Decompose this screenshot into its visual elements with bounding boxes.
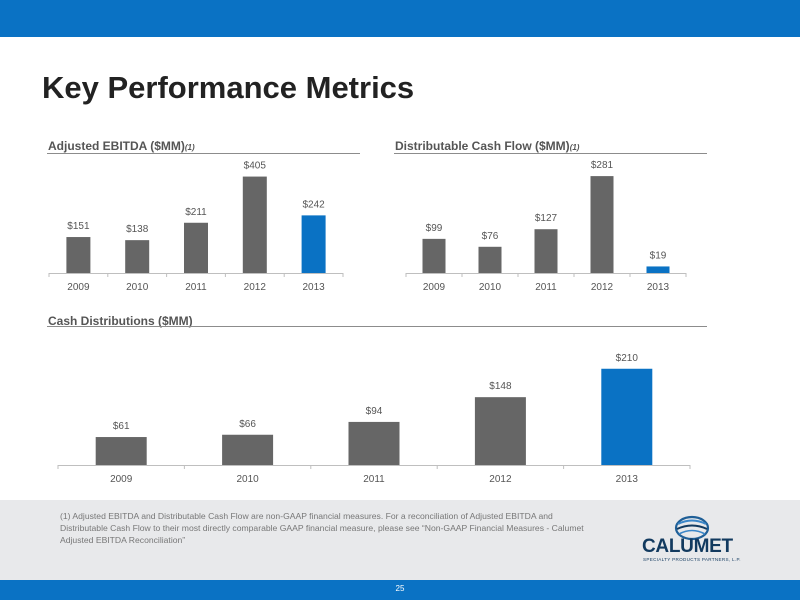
distributions-title-rule <box>47 326 707 327</box>
dcf-category-label: 2012 <box>591 282 614 293</box>
ebitda-category-label: 2013 <box>302 282 325 293</box>
logo-wordmark: CALUMET <box>642 536 733 557</box>
ebitda-value-label: $211 <box>185 207 207 218</box>
logo-tagline: SPECIALTY PRODUCTS PARTNERS, L.P. <box>643 557 741 562</box>
dcf-bar <box>422 238 446 273</box>
ebitda-category-label: 2011 <box>185 282 207 293</box>
distributions-bar <box>474 397 526 465</box>
dcf-value-label: $19 <box>650 250 667 261</box>
ebitda-value-label: $405 <box>244 161 267 172</box>
dcf-category-label: 2013 <box>647 282 670 293</box>
ebitda-bar <box>301 215 326 273</box>
page-number: 25 <box>395 584 405 593</box>
ebitda-bar <box>242 176 267 273</box>
bottom-banner <box>0 580 800 600</box>
distributions-chart-title: Cash Distributions ($MM) <box>48 314 193 328</box>
dcf-bar <box>534 229 558 273</box>
distributions-bar <box>348 421 400 465</box>
dcf-value-label: $76 <box>482 231 499 242</box>
ebitda-footnote-marker: (1) <box>184 143 195 152</box>
dcf-value-label: $99 <box>426 223 443 234</box>
distributions-value-label: $66 <box>239 419 256 430</box>
calumet-globe-logo-icon <box>674 515 710 541</box>
ebitda-value-label: $151 <box>67 221 90 232</box>
ebitda-value-label: $138 <box>126 224 149 235</box>
footnote: (1) Adjusted EBITDA and Distributable Ca… <box>60 511 584 545</box>
distributions-value-label: $148 <box>489 381 512 392</box>
ebitda-bar <box>125 240 150 273</box>
dcf-value-label: $127 <box>535 213 558 224</box>
ebitda-chart-title: Adjusted EBITDA ($MM)(1) <box>48 139 195 153</box>
distributions-bar <box>222 434 274 465</box>
dcf-category-label: 2010 <box>479 282 502 293</box>
distributions-category-label: 2012 <box>489 474 512 485</box>
footer-band <box>0 500 800 580</box>
ebitda-title-rule <box>47 153 360 154</box>
dcf-footnote-marker: (1) <box>569 143 580 152</box>
dcf-bar <box>646 266 670 273</box>
top-banner <box>0 0 800 37</box>
slide-title: Key Performance Metrics <box>42 70 415 105</box>
ebitda-category-label: 2012 <box>244 282 267 293</box>
distributions-category-label: 2010 <box>236 474 259 485</box>
distributions-category-label: 2009 <box>110 474 133 485</box>
distributions-value-label: $210 <box>616 353 639 364</box>
dcf-value-label: $281 <box>591 160 614 171</box>
distributions-category-label: 2013 <box>616 474 639 485</box>
dcf-title-text: Distributable Cash Flow ($MM) <box>395 139 570 153</box>
dcf-category-label: 2009 <box>423 282 446 293</box>
dcf-category-label: 2011 <box>535 282 557 293</box>
dcf-bar <box>590 176 614 273</box>
distributions-category-label: 2011 <box>363 474 385 485</box>
distributions-value-label: $94 <box>366 406 383 417</box>
ebitda-category-label: 2009 <box>67 282 90 293</box>
dcf-title-rule <box>394 153 707 154</box>
ebitda-title-text: Adjusted EBITDA ($MM) <box>48 139 185 153</box>
distributions-title-text: Cash Distributions ($MM) <box>48 314 193 328</box>
distributions-bar <box>95 437 147 465</box>
distributions-bar <box>601 368 653 465</box>
ebitda-category-label: 2010 <box>126 282 149 293</box>
ebitda-value-label: $242 <box>302 199 325 210</box>
dcf-bar <box>478 246 502 273</box>
distributions-value-label: $61 <box>113 421 130 432</box>
ebitda-bar <box>66 237 91 273</box>
ebitda-bar <box>184 222 208 273</box>
dcf-chart-title: Distributable Cash Flow ($MM)(1) <box>395 139 579 153</box>
